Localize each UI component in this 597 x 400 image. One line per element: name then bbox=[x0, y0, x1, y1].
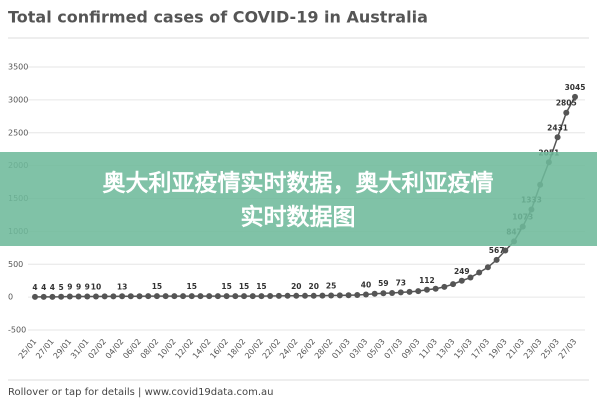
point bbox=[127, 293, 134, 300]
point bbox=[145, 293, 152, 300]
point bbox=[293, 292, 300, 299]
point bbox=[32, 293, 38, 300]
point bbox=[563, 109, 570, 116]
point bbox=[232, 293, 239, 300]
point bbox=[119, 293, 126, 300]
banner-text: 奥大利亚疫情实时数据，奥大利亚疫情 bbox=[103, 170, 494, 197]
point bbox=[423, 286, 430, 293]
point bbox=[66, 293, 73, 300]
point bbox=[476, 269, 483, 276]
y-tick-label: 0 bbox=[8, 293, 13, 302]
point bbox=[302, 292, 308, 299]
data-label: 15 bbox=[152, 282, 162, 291]
data-label: 249 bbox=[454, 267, 470, 276]
data-label: 73 bbox=[396, 278, 406, 287]
point bbox=[241, 293, 248, 300]
point bbox=[92, 293, 99, 300]
point bbox=[493, 256, 500, 263]
y-tick-label: 500 bbox=[8, 260, 23, 269]
y-tick-label: 2500 bbox=[8, 128, 28, 137]
point bbox=[450, 281, 457, 288]
point bbox=[441, 283, 448, 290]
data-label: 567 bbox=[489, 246, 505, 255]
point bbox=[371, 290, 378, 297]
point bbox=[110, 293, 117, 300]
point bbox=[267, 293, 274, 300]
banner: 奥大利亚疫情实时数据，奥大利亚疫情 实时数据图 bbox=[0, 152, 597, 246]
point bbox=[554, 134, 561, 141]
point bbox=[345, 292, 352, 299]
data-label: 9 bbox=[76, 283, 81, 292]
data-label: 2805 bbox=[556, 99, 577, 108]
data-label: 9 bbox=[67, 283, 72, 292]
data-label: 13 bbox=[117, 282, 127, 291]
point bbox=[136, 293, 143, 300]
point bbox=[502, 247, 509, 254]
point bbox=[328, 292, 335, 299]
point bbox=[58, 293, 65, 300]
banner-text: 实时数据图 bbox=[241, 204, 356, 231]
data-label: 15 bbox=[256, 282, 266, 291]
point bbox=[458, 277, 465, 284]
footer[interactable]: Rollover or tap for details | www.covid1… bbox=[8, 387, 274, 398]
point bbox=[206, 293, 213, 300]
point bbox=[162, 293, 169, 300]
data-label: 59 bbox=[378, 279, 388, 288]
point bbox=[432, 285, 439, 292]
point bbox=[362, 291, 369, 298]
y-tick-label: 3500 bbox=[8, 63, 28, 72]
banner-background bbox=[0, 152, 597, 246]
point bbox=[467, 274, 474, 281]
point bbox=[197, 293, 204, 300]
point bbox=[275, 292, 282, 299]
data-label: 2431 bbox=[547, 123, 568, 132]
data-label: 112 bbox=[419, 276, 435, 285]
data-label: 5 bbox=[59, 283, 64, 292]
data-label: 9 bbox=[85, 283, 90, 292]
y-tick-label: 3000 bbox=[8, 95, 28, 104]
point bbox=[101, 293, 108, 300]
data-label: 4 bbox=[32, 283, 37, 292]
data-label: 20 bbox=[308, 282, 318, 291]
point bbox=[223, 293, 230, 300]
data-label: 10 bbox=[91, 282, 101, 291]
point bbox=[572, 93, 578, 100]
point bbox=[75, 293, 82, 300]
point bbox=[153, 293, 160, 300]
point bbox=[397, 289, 404, 296]
y-tick-label: -500 bbox=[8, 326, 26, 335]
point bbox=[188, 293, 195, 300]
data-label: 15 bbox=[221, 282, 231, 291]
point bbox=[180, 293, 187, 300]
data-label: 4 bbox=[41, 283, 46, 292]
point bbox=[171, 293, 178, 300]
chart-title: Total confirmed cases of COVID-19 in Aus… bbox=[8, 8, 428, 27]
point bbox=[389, 289, 396, 296]
data-label: 40 bbox=[361, 280, 371, 289]
data-label: 3045 bbox=[565, 83, 586, 92]
point bbox=[214, 293, 221, 300]
point bbox=[415, 288, 422, 295]
point bbox=[40, 293, 47, 300]
point bbox=[354, 291, 361, 298]
data-label: 15 bbox=[239, 282, 249, 291]
point bbox=[319, 292, 326, 299]
point bbox=[284, 292, 291, 299]
data-label: 4 bbox=[50, 283, 55, 292]
point bbox=[49, 293, 56, 300]
point bbox=[406, 288, 413, 295]
point bbox=[249, 293, 256, 300]
point bbox=[310, 292, 317, 299]
data-label: 25 bbox=[326, 281, 336, 290]
point bbox=[380, 290, 387, 297]
point bbox=[258, 293, 265, 300]
point bbox=[336, 292, 343, 299]
data-label: 20 bbox=[291, 282, 301, 291]
point bbox=[484, 264, 491, 271]
point bbox=[84, 293, 91, 300]
data-label: 15 bbox=[187, 282, 197, 291]
